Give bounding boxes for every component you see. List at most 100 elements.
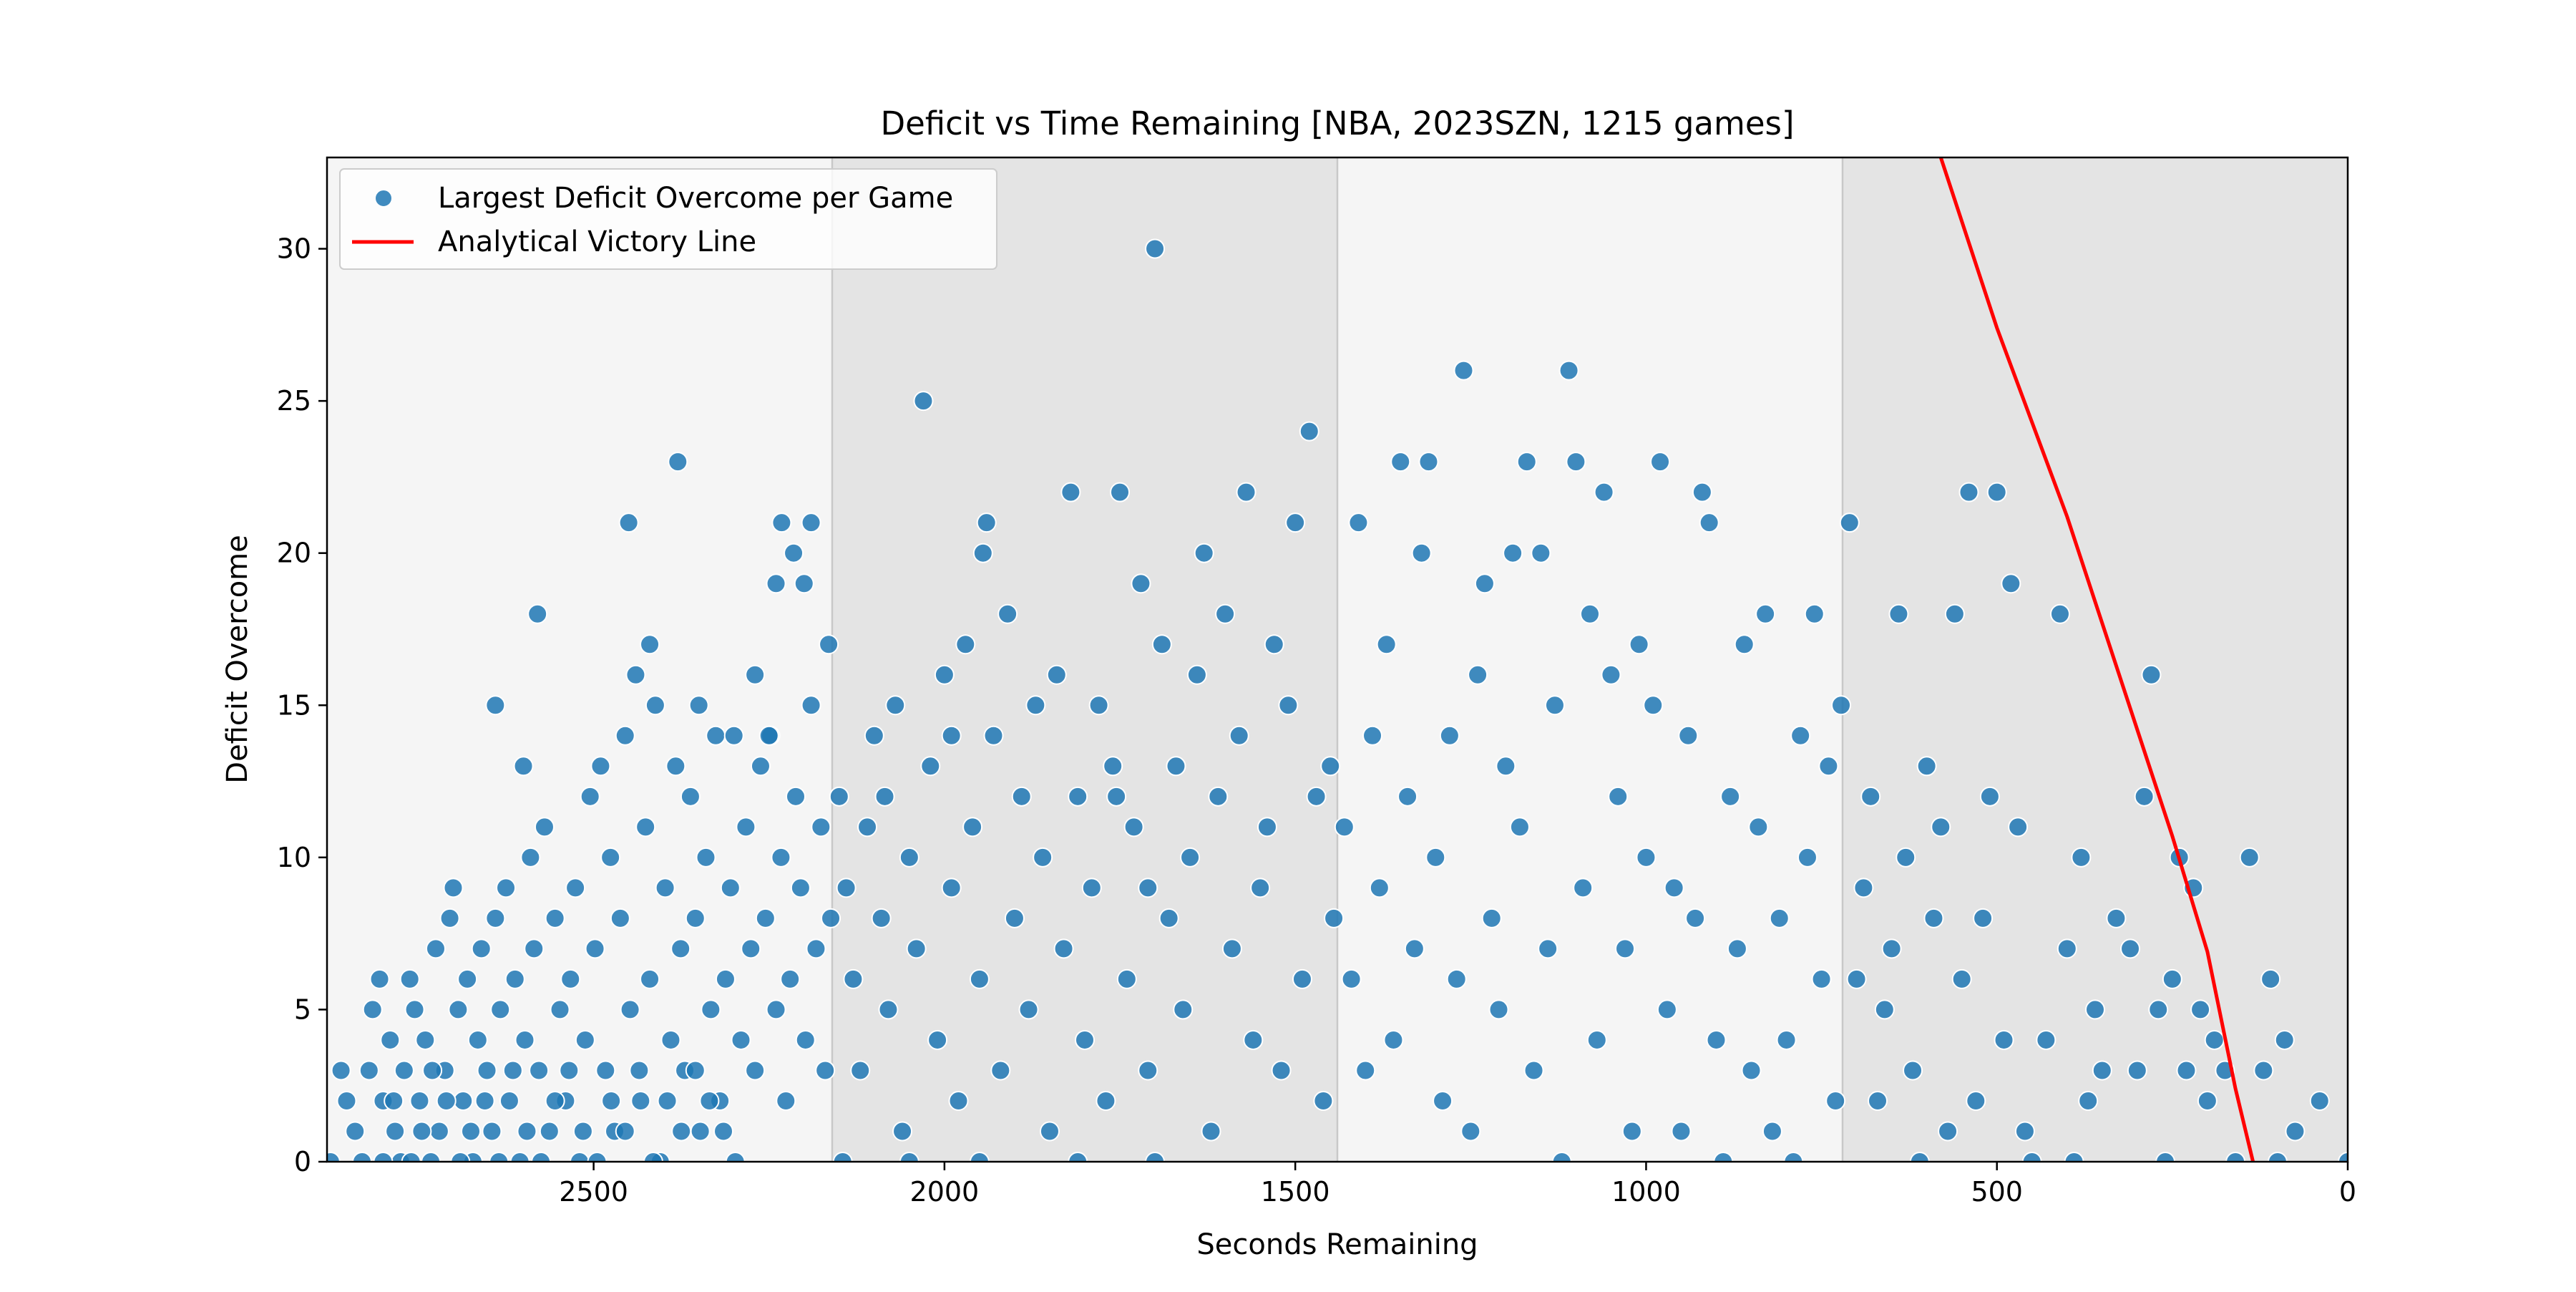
data-point: [1460, 1121, 1481, 1142]
data-point: [2021, 1152, 2042, 1162]
data-point: [899, 847, 919, 868]
data-point: [580, 786, 600, 807]
data-point: [2239, 847, 2260, 868]
data-point: [590, 756, 611, 777]
data-point: [474, 1090, 495, 1111]
data-point: [990, 1060, 1011, 1081]
data-point: [955, 634, 976, 655]
x-tick-label: 500: [1971, 1176, 2023, 1208]
data-point: [1734, 634, 1755, 655]
data-point: [741, 938, 761, 959]
data-point: [699, 1090, 720, 1111]
data-point: [1324, 908, 1345, 928]
data-point: [899, 1152, 919, 1162]
data-point: [2176, 1060, 2197, 1081]
data-point: [731, 1029, 751, 1050]
data-point: [401, 1152, 421, 1162]
data-point: [997, 603, 1018, 624]
data-point: [720, 878, 741, 898]
data-point: [1033, 847, 1053, 868]
data-point: [892, 1121, 913, 1142]
data-point: [1320, 756, 1341, 777]
data-point: [1106, 786, 1127, 807]
data-point: [327, 1152, 341, 1162]
data-point: [934, 664, 955, 685]
data-point: [766, 573, 786, 594]
y-axis: 0 5 10 15 20 25 30: [277, 233, 327, 1177]
legend: Largest Deficit Overcome per Game Analyti…: [339, 168, 997, 270]
x-tick-label: 2500: [559, 1176, 628, 1208]
legend-label-line: Analytical Victory Line: [438, 225, 756, 258]
data-point: [1790, 725, 1811, 746]
data-point: [1580, 603, 1600, 624]
data-point: [806, 938, 826, 959]
data-point: [2253, 1060, 2274, 1081]
data-point: [1418, 452, 1439, 472]
data-point: [790, 878, 811, 898]
data-point: [1938, 1121, 1958, 1142]
data-point: [2071, 847, 2092, 868]
data-point: [2285, 1121, 2306, 1142]
data-point: [948, 1090, 969, 1111]
data-point: [570, 1152, 590, 1162]
quarter-band-4: [1843, 157, 2348, 1162]
data-point: [1671, 1121, 1692, 1142]
data-point: [373, 1152, 394, 1162]
data-point: [1621, 1121, 1642, 1142]
data-point: [610, 908, 630, 928]
data-point: [736, 817, 756, 837]
data-point: [439, 908, 460, 928]
data-point: [1166, 756, 1186, 777]
x-tick-label: 1500: [1261, 1176, 1330, 1208]
x-tick-label: 1000: [1611, 1176, 1681, 1208]
data-point: [1979, 786, 2000, 807]
data-point: [874, 786, 895, 807]
data-point: [2225, 1152, 2246, 1162]
data-point: [1496, 756, 1516, 777]
data-point: [685, 908, 706, 928]
data-point: [819, 634, 839, 655]
y-tick-label: 15: [277, 689, 311, 721]
data-point: [843, 968, 864, 989]
data-point: [906, 938, 927, 959]
data-point: [1586, 1029, 1607, 1050]
data-point: [1446, 968, 1467, 989]
data-point: [559, 1060, 580, 1081]
data-point: [1783, 1152, 1804, 1162]
data-point: [1250, 878, 1271, 898]
data-point: [517, 1121, 537, 1142]
data-point: [587, 1152, 608, 1162]
data-point: [680, 786, 701, 807]
data-point: [1713, 1152, 1734, 1162]
quarter-band-1: [327, 157, 832, 1162]
data-point: [1868, 1090, 1888, 1111]
data-point: [1825, 1090, 1846, 1111]
data-point: [836, 878, 857, 898]
data-point: [1158, 908, 1179, 928]
data-point: [1531, 543, 1551, 563]
data-point: [545, 1090, 565, 1111]
data-point: [1860, 786, 1881, 807]
data-point: [1229, 725, 1249, 746]
data-point: [531, 1152, 552, 1162]
data-point: [725, 1152, 746, 1162]
data-point: [1516, 452, 1537, 472]
data-point: [1903, 1060, 1923, 1081]
data-point: [600, 847, 621, 868]
data-point: [2134, 786, 2155, 807]
data-point: [1068, 1152, 1088, 1162]
x-tick-label: 0: [2339, 1176, 2356, 1208]
data-point: [1011, 786, 1032, 807]
data-point: [1839, 513, 1860, 533]
data-point: [1110, 482, 1131, 502]
y-tick-label: 0: [294, 1146, 311, 1177]
y-tick-label: 10: [277, 842, 311, 873]
data-point: [625, 664, 646, 685]
data-point: [2057, 938, 2077, 959]
data-point: [1334, 817, 1355, 837]
data-point: [758, 725, 779, 746]
data-point: [635, 817, 656, 837]
quarter-band-3: [1337, 157, 1843, 1162]
legend-frame: [339, 168, 997, 270]
data-point: [941, 878, 962, 898]
